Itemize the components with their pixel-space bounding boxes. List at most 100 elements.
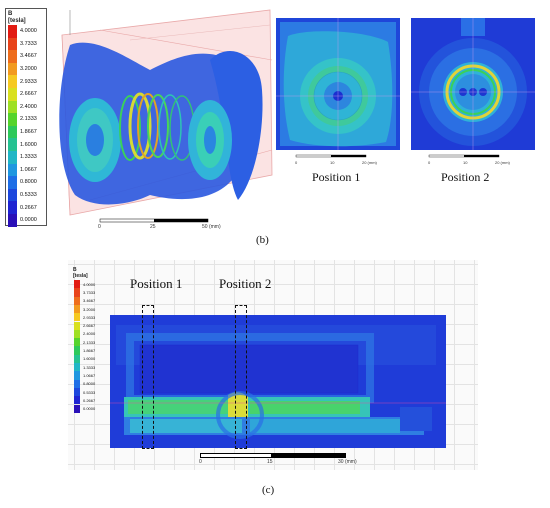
legend-b-swatch (8, 176, 17, 189)
legend-b-swatch (8, 37, 17, 51)
position-1-marker (142, 305, 154, 449)
legend-c-row: 1.3333 (74, 363, 96, 372)
legend-c-row: 2.9333 (74, 313, 95, 322)
legend-c-value: 1.0667 (83, 372, 96, 378)
panel-b-label: (b) (256, 234, 269, 246)
legend-c-swatch (74, 338, 80, 347)
legend-b-value: 1.3333 (20, 154, 37, 161)
legend-b-value: 2.9333 (20, 78, 37, 85)
legend-b-title: B [tesla] (8, 11, 26, 24)
cross-section-position-1 (276, 18, 400, 158)
legend-c-value: 0.2667 (83, 397, 96, 403)
grid-line (94, 260, 95, 470)
legend-c-value: 1.6000 (83, 356, 96, 362)
legend-b-row: 0.8000 (8, 176, 37, 189)
grid-line (68, 264, 478, 265)
position-2-label-c: Position 2 (219, 276, 272, 291)
legend-b-row: 3.7333 (8, 37, 37, 51)
legend-b-row: 2.9333 (8, 75, 37, 88)
legend-c-value: 0.5333 (83, 389, 96, 395)
legend-c-row: 3.4667 (74, 296, 96, 305)
legend-c-value: 4.0000 (83, 281, 96, 287)
legend-b-swatch (8, 75, 17, 88)
legend-c-swatch (74, 313, 80, 322)
legend-b-row: 3.4667 (8, 50, 37, 63)
scale-small-p1-0: 0 (295, 160, 298, 165)
grid-line (68, 304, 478, 305)
legend-b-swatch (8, 88, 17, 101)
legend-b-value: 1.8667 (20, 129, 37, 136)
legend-c-row: 3.2000 (74, 304, 96, 314)
legend-c-row: 1.0667 (74, 371, 96, 380)
grid-line (454, 260, 455, 470)
scale-main-0: 0 (98, 224, 101, 230)
legend-b-value: 0.2667 (20, 204, 37, 211)
scale-small-p1-2: 20 (mm) (362, 160, 377, 165)
legend-c-value: 1.8667 (83, 348, 96, 354)
scale-c-1: 15 (267, 459, 273, 465)
legend-c-swatch (74, 379, 80, 388)
legend-b-swatch (8, 138, 17, 151)
legend-b: B [tesla] 4.0000 3.7333 3.4667 3.2000 2.9333… (5, 8, 47, 227)
legend-c-swatch (74, 288, 80, 297)
scale-small-p2-1: 10 (463, 160, 468, 165)
legend-b-swatch (8, 214, 17, 227)
field-plot-2d (110, 315, 446, 448)
scale-small-p1-1: 10 (330, 160, 335, 165)
position-1-label-c: Position 1 (130, 276, 183, 291)
legend-b-swatch (8, 25, 17, 38)
legend-c-value: 1.3333 (83, 364, 96, 370)
model-3d-view (59, 9, 273, 223)
legend-c-swatch (74, 346, 80, 355)
legend-c-swatch (74, 296, 80, 305)
legend-b-row: 1.6000 (8, 138, 37, 151)
legend-b-value: 2.6667 (20, 91, 37, 98)
legend-c-swatch (74, 396, 80, 405)
legend-c-title: B [tesla] (73, 267, 88, 279)
legend-c-swatch (74, 371, 80, 380)
legend-b-swatch (8, 50, 17, 63)
legend-b-value: 3.2000 (20, 66, 37, 73)
legend-c-value: 2.6667 (83, 323, 96, 329)
legend-b-swatch (8, 151, 17, 164)
legend-b-value: 1.6000 (20, 141, 37, 148)
legend-b-value: 4.0000 (20, 28, 37, 35)
legend-c-row: 1.8667 (74, 346, 96, 355)
legend-b-value: 2.4000 (20, 103, 37, 110)
position-2-marker (235, 305, 247, 449)
legend-b-swatch (8, 62, 17, 76)
legend-b-swatch (8, 188, 17, 202)
legend-b-swatch (8, 125, 17, 139)
scale-small-p2-2: 20 (mm) (495, 160, 510, 165)
legend-b-value: 0.8000 (20, 179, 37, 186)
legend-b-swatch (8, 201, 17, 214)
legend-c-row: 4.0000 (74, 280, 96, 289)
position-1-label-b: Position 1 (312, 170, 361, 184)
legend-c-row: 2.4000 (74, 329, 96, 339)
legend-b-swatch (8, 163, 17, 177)
legend-c-swatch (74, 354, 80, 363)
grid-line (68, 464, 478, 465)
legend-c-row: 0.8000 (74, 379, 95, 388)
legend-b-value: 3.7333 (20, 40, 37, 47)
scale-c-0: 0 (199, 459, 202, 465)
legend-c-swatch (74, 363, 80, 372)
legend-b-value: 0.0000 (20, 217, 37, 224)
legend-b-row: 2.4000 (8, 100, 37, 114)
legend-c-row: 1.6000 (74, 354, 96, 363)
scale-main-2: 50 (mm) (202, 224, 221, 230)
legend-c-swatch (74, 404, 80, 413)
legend-b-row: 0.2667 (8, 201, 37, 214)
scale-c-2: 30 (mm) (338, 459, 357, 465)
legend-c-value: 2.4000 (83, 331, 96, 337)
legend-b-row: 1.0667 (8, 163, 37, 177)
legend-c-value: 3.4667 (83, 298, 96, 304)
legend-b-row: 2.1333 (8, 113, 37, 126)
legend-c-swatch (74, 329, 80, 339)
legend-c-swatch (74, 280, 80, 289)
legend-b-row: 1.8667 (8, 125, 37, 139)
scale-bar-c (200, 453, 346, 458)
legend-b-value: 2.1333 (20, 116, 37, 123)
legend-c-value: 3.2000 (83, 306, 96, 312)
grid-line (68, 284, 478, 285)
